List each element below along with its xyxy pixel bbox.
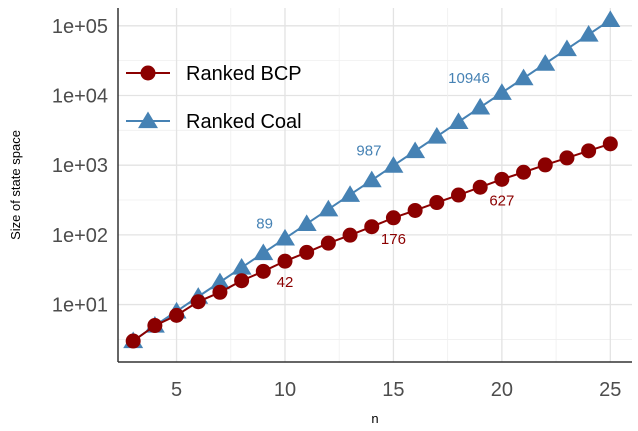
circle-point bbox=[385, 210, 401, 226]
legend-item: Ranked BCP bbox=[126, 63, 302, 85]
circle-point bbox=[212, 284, 228, 300]
circle-point bbox=[299, 244, 315, 260]
x-tick-label: 15 bbox=[382, 379, 404, 401]
data-label: 10946 bbox=[448, 70, 490, 87]
legend-label: Ranked Coal bbox=[186, 111, 302, 133]
data-label: 89 bbox=[256, 215, 273, 232]
legend: Ranked BCP Ranked Coal bbox=[126, 63, 302, 133]
triangle-point bbox=[253, 243, 274, 261]
triangle-point bbox=[470, 97, 491, 115]
data-label: 627 bbox=[489, 192, 514, 209]
data-label: 42 bbox=[277, 274, 294, 291]
circle-point bbox=[472, 179, 488, 195]
triangle-point bbox=[578, 24, 599, 42]
legend-marker bbox=[140, 65, 156, 81]
data-label: 176 bbox=[381, 231, 406, 248]
circle-point bbox=[407, 202, 423, 218]
triangle-point bbox=[405, 141, 426, 159]
x-tick-labels: 5 10 15 20 25 bbox=[171, 379, 621, 401]
circle-point bbox=[234, 273, 250, 289]
y-tick-labels: 1e+01 1e+02 1e+03 1e+04 1e+05 bbox=[52, 16, 108, 317]
series bbox=[123, 10, 621, 349]
circle-point bbox=[320, 235, 336, 251]
circle-point bbox=[602, 136, 618, 152]
series-ranked-bcp bbox=[125, 136, 618, 349]
circle-point bbox=[581, 143, 597, 159]
circle-point bbox=[537, 157, 553, 173]
circle-point bbox=[429, 195, 445, 211]
triangle-point bbox=[383, 156, 404, 173]
triangle-point bbox=[340, 185, 361, 202]
x-tick-label: 20 bbox=[491, 379, 513, 401]
circle-point bbox=[125, 333, 141, 349]
x-axis-title: n bbox=[371, 411, 378, 426]
y-tick-label: 1e+04 bbox=[52, 85, 108, 107]
axes bbox=[117, 8, 632, 363]
y-tick-label: 1e+03 bbox=[52, 155, 108, 177]
circle-point bbox=[255, 263, 271, 279]
x-tick-label: 10 bbox=[274, 379, 296, 401]
circle-point bbox=[190, 294, 206, 310]
x-tick-label: 25 bbox=[599, 379, 621, 401]
triangle-point bbox=[318, 199, 339, 217]
triangle-point bbox=[535, 54, 556, 71]
legend-item: Ranked Coal bbox=[126, 111, 302, 133]
triangle-point bbox=[209, 272, 230, 290]
circle-point bbox=[450, 187, 466, 203]
circle-point bbox=[494, 171, 510, 187]
triangle-point bbox=[426, 126, 447, 144]
triangle-point bbox=[296, 214, 317, 231]
circle-point bbox=[364, 219, 380, 235]
y-tick-label: 1e+02 bbox=[52, 225, 108, 247]
y-tick-label: 1e+01 bbox=[52, 295, 108, 317]
circle-point bbox=[277, 253, 293, 269]
circle-point bbox=[342, 227, 358, 243]
circle-point bbox=[169, 307, 185, 323]
data-label: 987 bbox=[356, 143, 381, 160]
legend-marker bbox=[138, 111, 158, 129]
annotations: 42 176 627 89 987 10946 bbox=[256, 70, 514, 291]
circle-point bbox=[147, 318, 163, 334]
circle-point bbox=[516, 164, 532, 180]
circle-point bbox=[559, 150, 575, 166]
triangle-point bbox=[513, 68, 534, 86]
triangle-point bbox=[361, 170, 382, 188]
legend-label: Ranked BCP bbox=[186, 63, 302, 85]
grid bbox=[118, 8, 632, 362]
triangle-point bbox=[231, 258, 252, 275]
triangle-point bbox=[491, 83, 512, 100]
triangle-point bbox=[600, 10, 621, 28]
x-tick-label: 5 bbox=[171, 379, 182, 401]
triangle-point bbox=[448, 112, 469, 130]
triangle-point bbox=[275, 228, 295, 246]
y-tick-label: 1e+05 bbox=[52, 16, 108, 38]
triangle-point bbox=[556, 39, 577, 57]
y-axis-title: Size of state space bbox=[8, 130, 23, 240]
